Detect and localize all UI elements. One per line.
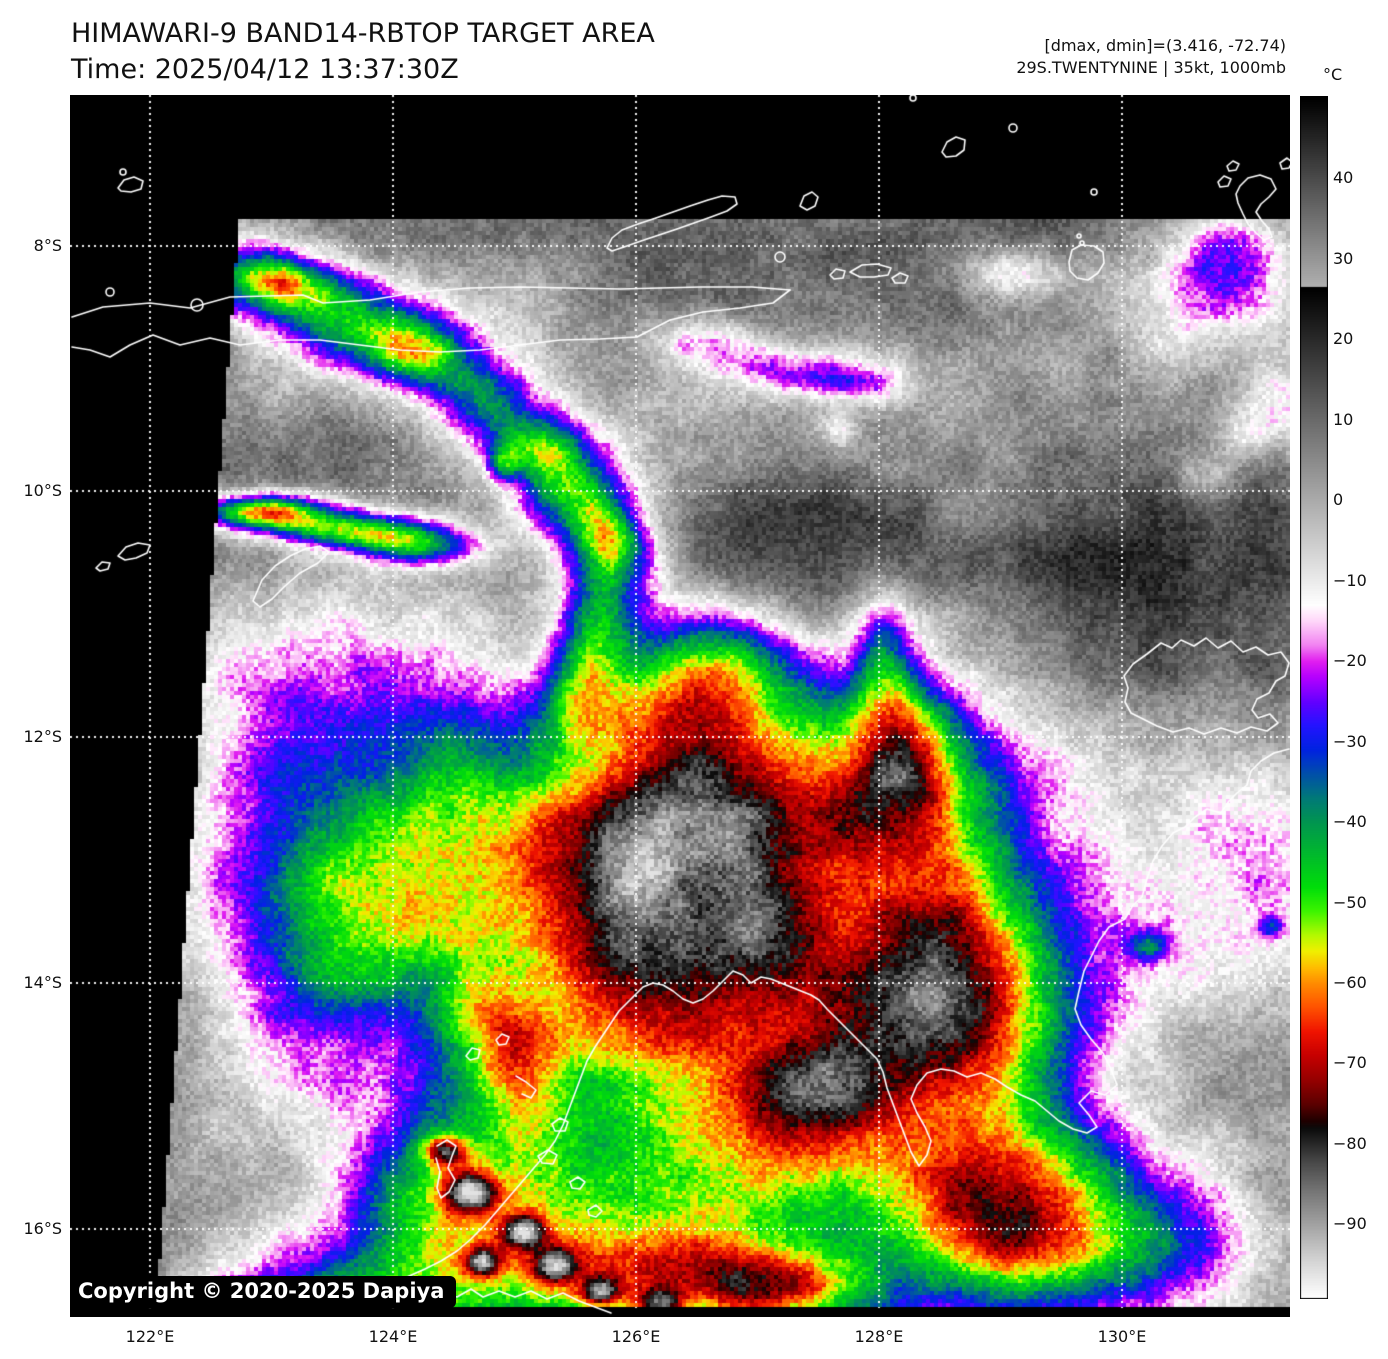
colorbar-tick-label: −50 <box>1333 892 1367 912</box>
colorbar-tick-label: −60 <box>1333 972 1367 992</box>
colorbar-tick-label: 20 <box>1333 329 1354 349</box>
colorbar <box>1300 96 1328 1299</box>
lon-tick-label: 128°E <box>854 1327 904 1346</box>
colorbar-tick-label: −30 <box>1333 731 1367 751</box>
colorbar-tick-label: −10 <box>1333 570 1367 590</box>
copyright-badge: Copyright © 2020-2025 Dapiya <box>70 1276 457 1308</box>
colorbar-tick-label: −90 <box>1333 1214 1367 1234</box>
lat-tick-label: 14°S <box>23 973 62 992</box>
lat-tick-label: 10°S <box>23 481 62 500</box>
colorbar-tick-label: 40 <box>1333 168 1354 188</box>
lat-tick-label: 12°S <box>23 727 62 746</box>
colorbar-unit-label: °C <box>1323 65 1343 84</box>
lat-tick-label: 8°S <box>33 236 62 255</box>
lon-tick-label: 126°E <box>611 1327 661 1346</box>
lon-tick-label: 130°E <box>1097 1327 1147 1346</box>
colorbar-tick-label: −70 <box>1333 1053 1367 1073</box>
colorbar-tick-label: −80 <box>1333 1133 1367 1153</box>
colorbar-tick-label: −20 <box>1333 651 1367 671</box>
colorbar-tick-label: −40 <box>1333 812 1367 832</box>
satellite-map-image <box>70 95 1290 1317</box>
storm-info-annotation: 29S.TWENTYNINE | 35kt, 1000mb <box>1016 58 1286 77</box>
lat-tick-label: 16°S <box>23 1219 62 1238</box>
colorbar-tick-label: 0 <box>1333 490 1344 510</box>
colorbar-tick-label: 10 <box>1333 409 1354 429</box>
lon-tick-label: 122°E <box>125 1327 175 1346</box>
product-title: HIMAWARI-9 BAND14-RBTOP TARGET AREA <box>71 18 655 49</box>
product-timestamp: Time: 2025/04/12 13:37:30Z <box>71 54 459 85</box>
lon-tick-label: 124°E <box>368 1327 418 1346</box>
colorbar-tick-label: 30 <box>1333 248 1354 268</box>
dmax-dmin-annotation: [dmax, dmin]=(3.416, -72.74) <box>1044 36 1286 55</box>
